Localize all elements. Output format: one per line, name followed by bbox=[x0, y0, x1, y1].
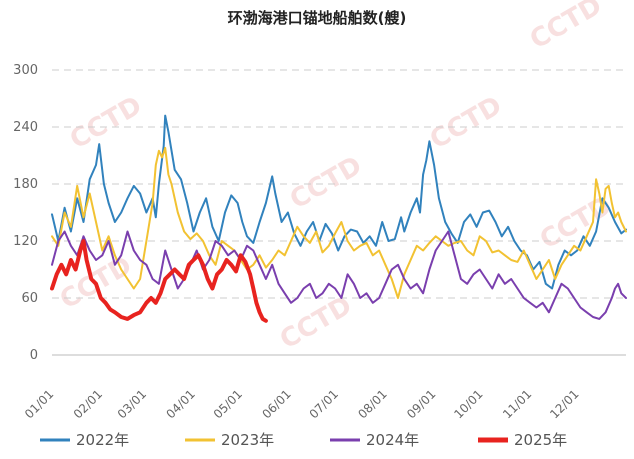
y-tick-label: 60 bbox=[21, 291, 38, 306]
y-tick-label: 240 bbox=[13, 120, 38, 135]
legend-label: 2023年 bbox=[221, 431, 274, 449]
legend-label: 2025年 bbox=[514, 431, 567, 449]
series-line-1 bbox=[51, 114, 627, 290]
x-axis: 01/01 02/01 03/01 04/01 05/01 06/01 07/01 08/01… bbox=[22, 387, 582, 421]
x-tick-label: 07/01 bbox=[307, 387, 341, 421]
legend-label: 2022年 bbox=[76, 431, 129, 449]
watermark-text: CCTD bbox=[65, 91, 147, 156]
x-tick-label: 06/01 bbox=[259, 387, 293, 421]
watermark-text: CCTD bbox=[425, 91, 507, 156]
x-tick-label: 10/01 bbox=[451, 387, 485, 421]
x-tick-label: 08/01 bbox=[355, 387, 389, 421]
gridlines bbox=[52, 69, 626, 356]
x-tick-label: 09/01 bbox=[404, 387, 438, 421]
x-tick-label: 02/01 bbox=[71, 387, 105, 421]
x-tick-label: 12/01 bbox=[547, 387, 581, 421]
series-line-3 bbox=[51, 230, 627, 320]
y-tick-label: 180 bbox=[13, 177, 38, 192]
x-tick-label: 03/01 bbox=[115, 387, 149, 421]
y-tick-label: 0 bbox=[30, 348, 38, 363]
watermark-text: CCTD bbox=[285, 151, 367, 216]
y-axis-ticks: 0 60 120 180 240 300 bbox=[13, 63, 38, 363]
series-line-2 bbox=[51, 146, 627, 299]
y-tick-label: 120 bbox=[13, 234, 38, 249]
x-tick-label: 04/01 bbox=[164, 387, 198, 421]
legend-label: 2024年 bbox=[366, 431, 419, 449]
x-tick-label: 05/01 bbox=[211, 387, 245, 421]
legend: 2022年 2023年 2024年 2025年 bbox=[40, 431, 567, 449]
y-tick-label: 300 bbox=[13, 63, 38, 78]
watermark-text: CCTD bbox=[525, 0, 607, 55]
chart-title: 环渤海港口锚地船舶数(艘) bbox=[228, 9, 407, 27]
x-tick-label: 11/01 bbox=[500, 387, 534, 421]
series-line-4 bbox=[50, 239, 268, 323]
series-lines bbox=[50, 114, 627, 323]
watermark-text: CCTD bbox=[275, 291, 357, 356]
x-tick-label: 01/01 bbox=[22, 387, 56, 421]
